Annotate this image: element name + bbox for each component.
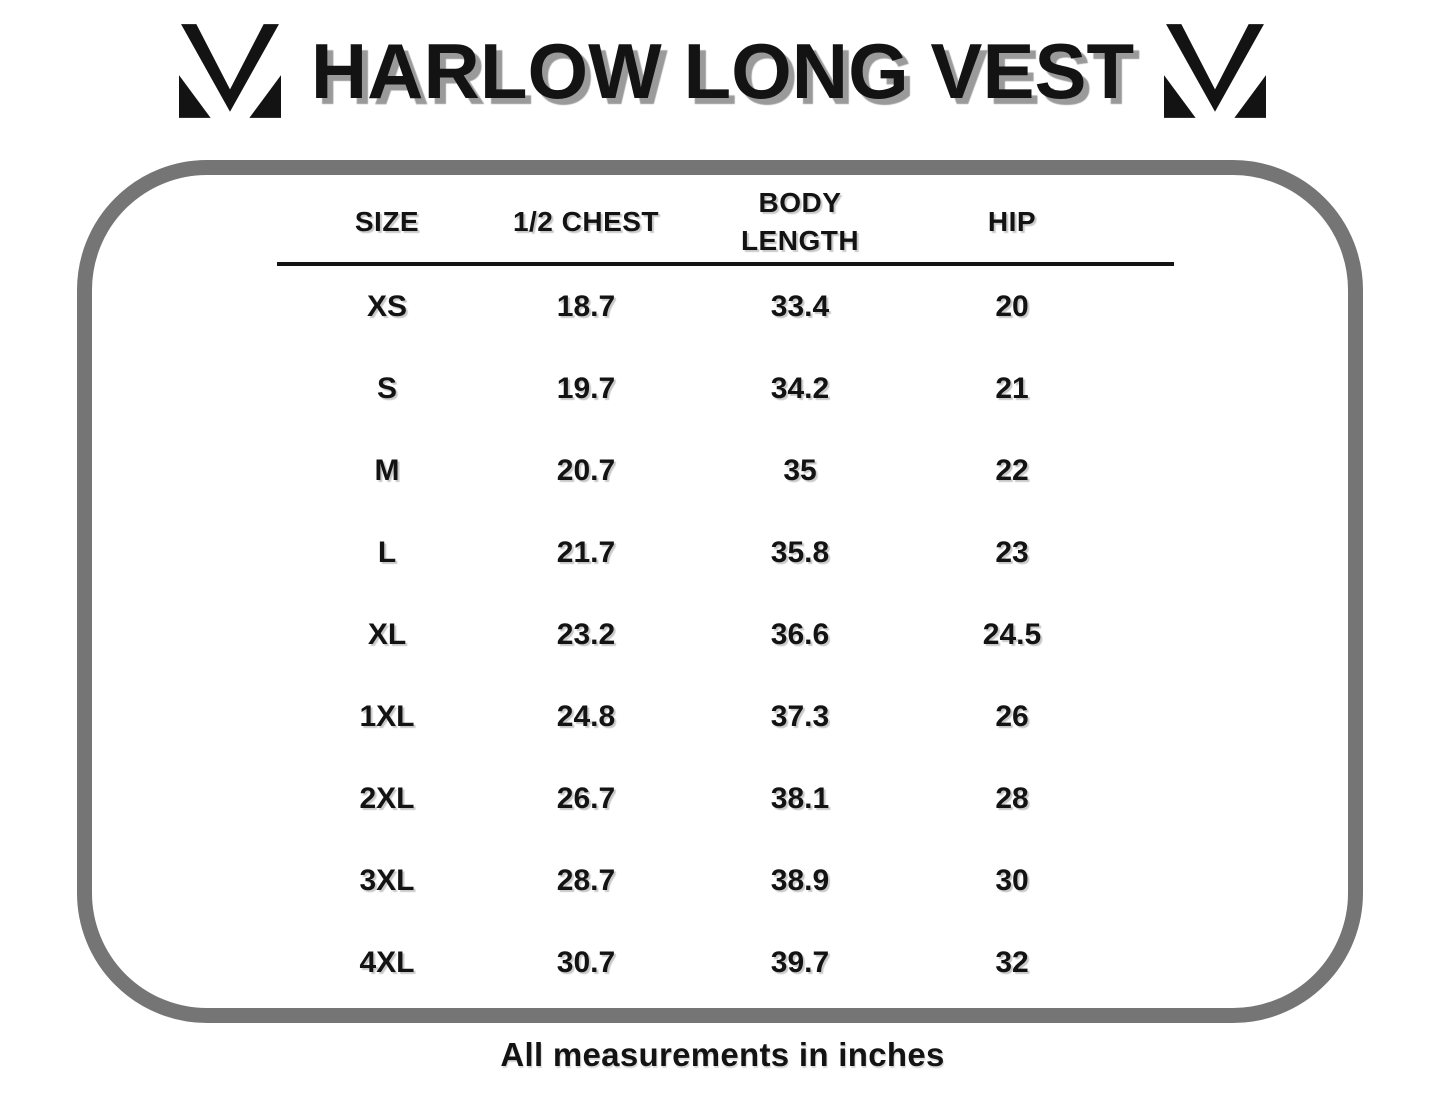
half-chest-cell: 20.7 bbox=[556, 454, 616, 487]
half-chest-cell: 28.7 bbox=[556, 864, 616, 897]
size-table: SIZE 1/2 CHEST BODY LENGTH HIP XS 18.7 3… bbox=[277, 182, 1174, 1004]
table-row: L 21.7 35.8 23 bbox=[277, 512, 1174, 594]
body-length-cell: 37.3 bbox=[770, 700, 830, 733]
title-row: HARLOW LONG VEST bbox=[0, 8, 1445, 133]
table-row: 4XL 30.7 39.7 32 bbox=[277, 922, 1174, 1004]
half-chest-cell: 21.7 bbox=[556, 536, 616, 569]
half-chest-cell: 19.7 bbox=[556, 372, 616, 405]
body-length-cell: 39.7 bbox=[770, 946, 830, 979]
column-header-label: HIP bbox=[987, 206, 1037, 238]
size-cell: M bbox=[374, 454, 400, 487]
body-length-cell: 36.6 bbox=[770, 618, 830, 651]
size-cell: S bbox=[376, 372, 397, 405]
measurements-note: All measurements in inches bbox=[500, 1036, 945, 1073]
column-header-half-chest: 1/2 CHEST bbox=[497, 203, 675, 241]
hip-cell: 22 bbox=[995, 454, 1029, 487]
size-chart-panel bbox=[77, 160, 1363, 1023]
half-chest-cell: 24.8 bbox=[556, 700, 616, 733]
column-header-label: SIZE bbox=[354, 206, 420, 238]
column-header-hip: HIP bbox=[925, 203, 1099, 241]
hip-cell: 24.5 bbox=[982, 618, 1042, 651]
half-chest-cell: 30.7 bbox=[556, 946, 616, 979]
hip-cell: 26 bbox=[995, 700, 1029, 733]
hip-cell: 23 bbox=[995, 536, 1029, 569]
column-header-label: BODY LENGTH bbox=[740, 187, 860, 256]
half-chest-cell: 18.7 bbox=[556, 290, 616, 323]
hip-cell: 20 bbox=[995, 290, 1029, 323]
body-length-cell: 33.4 bbox=[770, 290, 830, 323]
body-length-cell: 38.9 bbox=[770, 864, 830, 897]
page-title: HARLOW LONG VEST bbox=[310, 26, 1135, 115]
column-header-body-length: BODY LENGTH bbox=[675, 184, 925, 260]
size-cell: 4XL bbox=[359, 946, 415, 979]
hip-cell: 30 bbox=[995, 864, 1029, 897]
table-row: XL 23.2 36.6 24.5 bbox=[277, 594, 1174, 676]
size-cell: 3XL bbox=[359, 864, 415, 897]
brand-m-logo-right bbox=[1164, 23, 1267, 118]
column-header-size: SIZE bbox=[277, 203, 497, 241]
brand-m-logo-left bbox=[178, 23, 281, 118]
table-row: 1XL 24.8 37.3 26 bbox=[277, 676, 1174, 758]
body-length-cell: 35 bbox=[783, 454, 817, 487]
size-cell: 1XL bbox=[359, 700, 415, 733]
table-row: M 20.7 35 22 bbox=[277, 430, 1174, 512]
half-chest-cell: 23.2 bbox=[556, 618, 616, 651]
body-length-cell: 35.8 bbox=[770, 536, 830, 569]
hip-cell: 28 bbox=[995, 782, 1029, 815]
body-length-cell: 38.1 bbox=[770, 782, 830, 815]
table-row: 3XL 28.7 38.9 30 bbox=[277, 840, 1174, 922]
size-cell: 2XL bbox=[359, 782, 415, 815]
hip-cell: 32 bbox=[995, 946, 1029, 979]
size-cell: L bbox=[377, 536, 397, 569]
size-cell: XL bbox=[367, 618, 407, 651]
table-body: XS 18.7 33.4 20 S 19.7 34.2 21 M 20.7 35… bbox=[277, 266, 1174, 1004]
table-row: 2XL 26.7 38.1 28 bbox=[277, 758, 1174, 840]
column-header-label: 1/2 CHEST bbox=[512, 206, 660, 238]
table-row: S 19.7 34.2 21 bbox=[277, 348, 1174, 430]
table-row: XS 18.7 33.4 20 bbox=[277, 266, 1174, 348]
half-chest-cell: 26.7 bbox=[556, 782, 616, 815]
size-cell: XS bbox=[366, 290, 408, 323]
hip-cell: 21 bbox=[995, 372, 1029, 405]
table-header-row: SIZE 1/2 CHEST BODY LENGTH HIP bbox=[277, 182, 1174, 266]
body-length-cell: 34.2 bbox=[770, 372, 830, 405]
